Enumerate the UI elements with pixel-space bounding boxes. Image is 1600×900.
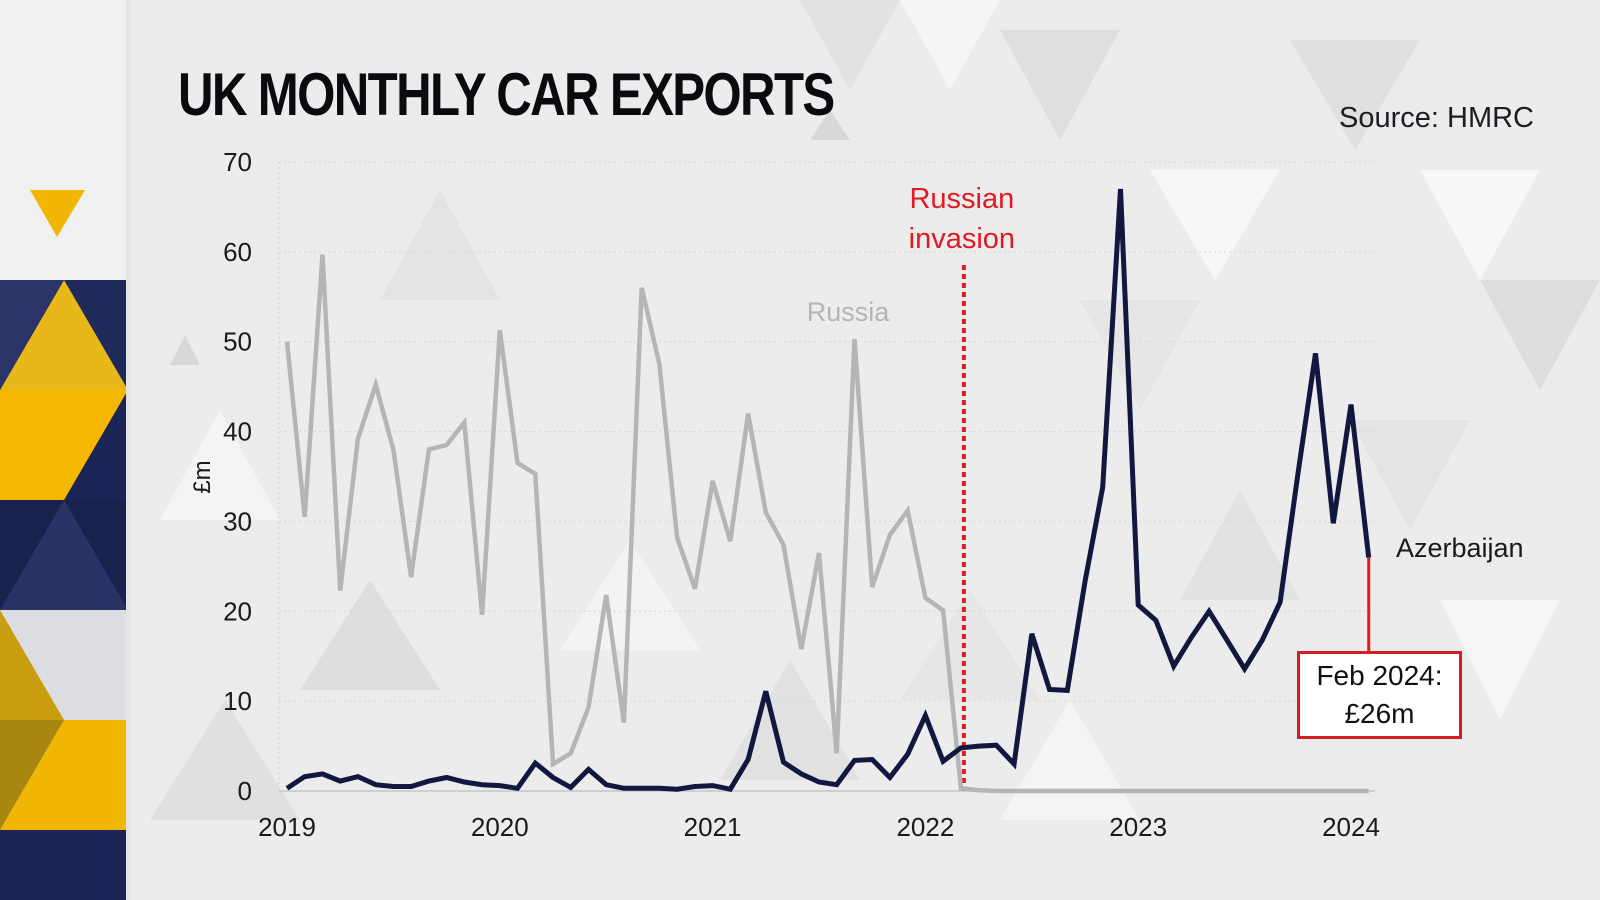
series-line-azerbaijan — [285, 188, 1372, 793]
x-axis: 2019 2020 2021 2022 2023 2024 — [258, 812, 1380, 842]
event-marker: Russian invasion — [909, 183, 1015, 791]
page-title: UK MONTHLY CAR EXPORTS — [178, 61, 835, 128]
x-tick-label: 2024 — [1322, 812, 1380, 842]
y-axis: 0 10 20 30 40 50 60 70 £m — [189, 147, 252, 806]
series-label-russia: Russia — [807, 297, 891, 327]
event-label-line1: Russian — [909, 183, 1014, 215]
x-tick-label: 2020 — [471, 812, 529, 842]
event-label-line2: invasion — [909, 223, 1015, 255]
y-tick-label: 30 — [223, 506, 252, 536]
source-label: Source: HMRC — [1339, 102, 1534, 134]
grid-lines — [278, 161, 1375, 792]
y-tick-label: 40 — [223, 417, 252, 447]
y-tick-label: 0 — [238, 776, 252, 806]
callout-box: Feb 2024: £26m — [1297, 651, 1462, 739]
callout-date: Feb 2024: — [1316, 660, 1443, 692]
x-tick-label: 2021 — [684, 812, 742, 842]
y-tick-label: 20 — [223, 596, 252, 626]
series-line-russia — [284, 254, 1369, 794]
x-tick-label: 2019 — [258, 812, 316, 842]
x-tick-label: 2023 — [1109, 812, 1167, 842]
series-labels: Russia Azerbaijan — [807, 297, 1524, 652]
series-lines — [284, 188, 1372, 794]
y-tick-label: 50 — [223, 327, 252, 357]
series-label-azerbaijan: Azerbaijan — [1396, 533, 1524, 563]
y-axis-label: £m — [189, 460, 216, 493]
y-tick-label: 60 — [223, 237, 252, 267]
y-tick-label: 10 — [223, 686, 252, 716]
callout-value: £26m — [1344, 698, 1415, 729]
y-tick-label: 70 — [223, 147, 252, 177]
x-tick-label: 2022 — [896, 812, 954, 842]
